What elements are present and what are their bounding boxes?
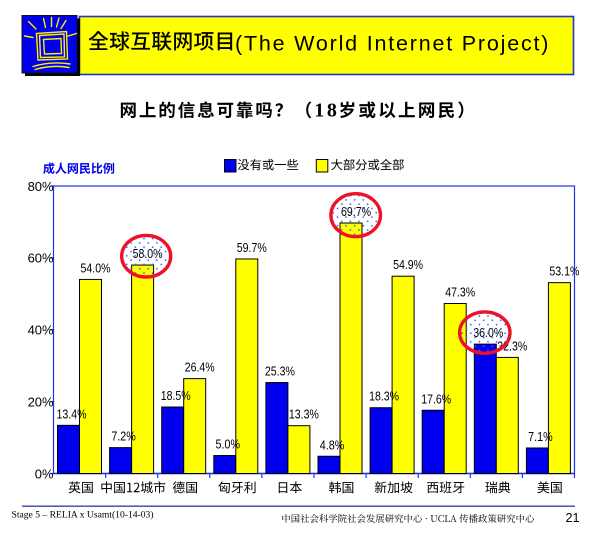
svg-text:18.3%: 18.3% — [369, 389, 399, 404]
svg-text:4.8%: 4.8% — [320, 437, 345, 452]
svg-text:18: 18 — [314, 100, 339, 122]
svg-text:60%: 60% — [28, 251, 54, 266]
svg-text:25.3%: 25.3% — [265, 364, 295, 379]
svg-text:7.2%: 7.2% — [111, 429, 136, 444]
svg-text:13.3%: 13.3% — [289, 407, 319, 422]
svg-text:18.5%: 18.5% — [161, 388, 191, 403]
svg-text:20%: 20% — [28, 394, 54, 409]
svg-text:59.7%: 59.7% — [237, 240, 267, 255]
svg-text:80%: 80% — [28, 179, 54, 194]
svg-text:0%: 0% — [35, 466, 54, 481]
svg-text:(The World Internet Project): (The World Internet Project) — [235, 32, 550, 56]
svg-text:53.1%: 53.1% — [549, 264, 579, 279]
svg-text:Stage 5 – RELIA x Usamt(10-14-: Stage 5 – RELIA x Usamt(10-14-03) — [12, 510, 154, 521]
svg-text:5.0%: 5.0% — [216, 437, 241, 452]
svg-text:54.9%: 54.9% — [393, 257, 423, 272]
svg-text:17.6%: 17.6% — [421, 391, 451, 406]
svg-text:7.1%: 7.1% — [528, 429, 553, 444]
svg-text:13.4%: 13.4% — [57, 406, 87, 421]
svg-text:21: 21 — [565, 511, 579, 525]
svg-text:26.4%: 26.4% — [185, 360, 215, 375]
svg-text:47.3%: 47.3% — [445, 285, 475, 300]
svg-text:54.0%: 54.0% — [81, 260, 111, 275]
svg-text:40%: 40% — [28, 323, 54, 338]
